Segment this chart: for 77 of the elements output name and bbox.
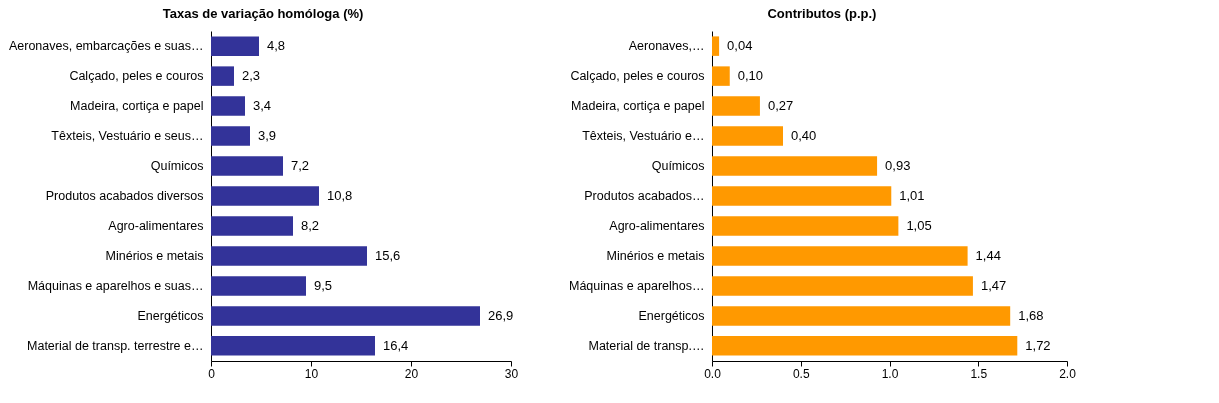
y-tick-label: Químicos (150, 159, 204, 174)
x-tick-label: 1.0 (881, 366, 899, 381)
y-tick-label: Máquinas e aparelhos e suas… (27, 278, 204, 293)
y-tick-label: Calçado, peles e couros (570, 69, 705, 84)
data-label: 8,2 (301, 217, 320, 233)
data-label: 16,4 (383, 337, 409, 353)
bar (211, 216, 293, 236)
data-label: 1,05 (906, 217, 932, 233)
data-label: 3,4 (253, 98, 272, 114)
bar (211, 306, 480, 326)
bar (712, 126, 783, 146)
x-tick-label: 10 (304, 366, 319, 381)
bar (712, 186, 892, 206)
data-label: 1,68 (1018, 307, 1044, 323)
x-tick-label: 1.5 (970, 366, 988, 381)
data-label: 3,9 (258, 128, 277, 144)
y-tick-label: Calçado, peles e couros (69, 69, 204, 84)
y-tick-label: Minérios e metais (105, 248, 204, 263)
data-label: 4,8 (267, 38, 286, 54)
bar (712, 36, 720, 56)
y-tick-label: Minérios e metais (606, 248, 705, 263)
bar (211, 126, 250, 146)
data-label: 7,2 (291, 158, 310, 174)
x-tick-label: 0.0 (704, 366, 722, 381)
bar (712, 96, 760, 116)
bar (211, 336, 375, 356)
data-label: 2,3 (242, 68, 261, 84)
y-tick-label: Aeronaves, embarcações e suas… (8, 39, 204, 54)
data-label: 10,8 (327, 188, 353, 203)
y-tick-label: Aeronaves,… (628, 39, 705, 54)
x-tick-label: 0 (208, 366, 216, 381)
bar (712, 306, 1011, 326)
y-tick-label: Energéticos (638, 308, 705, 323)
data-label: 1,72 (1025, 337, 1051, 353)
y-tick-label: Produtos acabados… (584, 189, 705, 203)
bar (211, 276, 306, 296)
bar (712, 156, 878, 176)
data-label: 9,5 (314, 277, 333, 293)
y-tick-label: Material de transp. terrestre e… (27, 338, 204, 353)
bar (712, 216, 899, 236)
data-label: 0,40 (791, 128, 817, 144)
data-label: 0,10 (737, 68, 764, 84)
data-label: 0,27 (767, 98, 794, 114)
bar (211, 66, 234, 86)
data-label: 1,01 (899, 188, 925, 203)
x-tick-label: 30 (504, 366, 519, 381)
y-tick-label: Energéticos (137, 308, 204, 323)
data-label: 1,44 (975, 247, 1001, 263)
y-tick-label: Químicos (651, 159, 705, 174)
bar (712, 66, 730, 86)
bar (211, 246, 367, 266)
bar (712, 276, 973, 296)
y-tick-label: Produtos acabados diversos (45, 189, 204, 203)
chart-title: Contributos (p.p.) (767, 6, 877, 21)
x-tick-label: 0.5 (792, 366, 810, 381)
y-tick-label: Agro-alimentares (609, 218, 705, 233)
y-tick-label: Têxteis, Vestuário e… (582, 129, 705, 144)
data-label: 0,93 (885, 158, 911, 174)
chart-title: Taxas de variação homóloga (%) (162, 6, 364, 21)
bar (712, 246, 968, 266)
bar (211, 156, 283, 176)
x-tick-label: 2.0 (1059, 366, 1077, 381)
y-tick-label: Têxteis, Vestuário e seus… (51, 129, 204, 144)
y-tick-label: Madeira, cortiça e papel (571, 99, 705, 114)
x-tick-label: 20 (404, 366, 419, 381)
bar (211, 36, 259, 56)
data-label: 26,9 (488, 307, 514, 323)
bar (211, 96, 245, 116)
data-label: 1,47 (980, 277, 1007, 293)
y-tick-label: Máquinas e aparelhos… (569, 278, 705, 293)
data-label: 0,04 (727, 38, 753, 54)
bar (211, 186, 319, 206)
data-label: 15,6 (375, 247, 401, 263)
y-tick-label: Madeira, cortiça e papel (70, 99, 204, 114)
bar (712, 336, 1018, 356)
y-tick-label: Material de transp.… (588, 338, 705, 353)
y-tick-label: Agro-alimentares (108, 218, 204, 233)
